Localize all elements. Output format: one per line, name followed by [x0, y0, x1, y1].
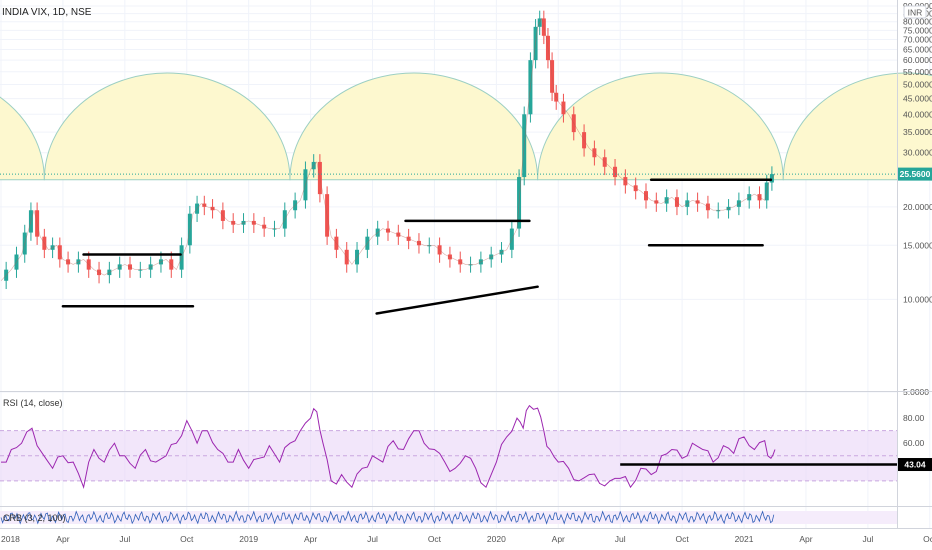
trend-line[interactable]	[375, 285, 539, 315]
cycle-arc	[782, 72, 932, 181]
cycle-arc	[43, 72, 291, 181]
cycle-arc	[289, 72, 539, 181]
time-tick-label: Oct	[180, 534, 194, 544]
oscillator-series	[0, 510, 775, 525]
rsi-value-tag: 43.04	[898, 458, 932, 472]
rsi-title: RSI (14, close)	[3, 398, 63, 408]
rsi-pane[interactable]: RSI (14, close)	[0, 398, 897, 490]
cycle-arcs	[0, 72, 932, 181]
cycle-arc	[0, 96, 45, 181]
time-tick-label: 2018	[1, 534, 20, 544]
last-price-value: 25.5600	[900, 169, 931, 179]
price-tick-label: 80.0000	[903, 17, 932, 27]
price-tick-label: 75.0000	[903, 25, 932, 35]
time-tick-label: 2019	[239, 534, 258, 544]
price-tick-label: 15.0000	[903, 240, 932, 250]
price-tick-label: 55.0000	[903, 67, 932, 77]
price-series	[0, 10, 776, 290]
rsi-series	[1, 404, 776, 490]
time-axis[interactable]: 2018 Apr Jul Oct 2019 Apr Jul Oct 2020 Apr Jul Oct 2…	[1, 534, 932, 544]
currency-button-box	[903, 5, 927, 19]
oscillator-band	[0, 511, 897, 524]
symbol-title: INDIA VIX, 1D, NSE	[2, 7, 92, 18]
time-tick-label: 2021	[735, 534, 754, 544]
price-tick-label: 40.0000	[903, 109, 932, 119]
price-tick-label: 70.0000	[903, 35, 932, 45]
price-tick-label: 10.0000	[903, 294, 932, 304]
last-price-tag: 25.5600	[898, 167, 932, 181]
price-tick-label: 35.0000	[903, 127, 932, 137]
currency-button[interactable]: INR	[903, 5, 927, 19]
price-tick-label: 65.0000	[903, 44, 932, 54]
oscillator-pane[interactable]: CRB (3, 2, 100)	[0, 510, 897, 525]
rsi-value: 43.04	[904, 460, 926, 470]
price-candle	[716, 210, 721, 212]
time-tick-label: Apr	[304, 534, 317, 544]
price-tick-label: 50.0000	[903, 79, 932, 89]
time-tick-label: Apr	[552, 534, 565, 544]
time-tick-label: Jul	[615, 534, 626, 544]
time-tick-label: Jul	[862, 534, 873, 544]
rsi-value-tag-box	[898, 458, 932, 472]
oscillator-title: CRB (3, 2, 100)	[3, 513, 66, 523]
rsi-axis[interactable]: 80.00 60.00	[903, 413, 925, 448]
cycle-arc	[537, 72, 784, 181]
price-candle	[272, 228, 277, 230]
currency-button-label: INR	[908, 8, 923, 18]
time-tick-label: 2020	[487, 534, 506, 544]
time-tick-label: Oct	[676, 534, 690, 544]
time-tick-label: Apr	[56, 534, 69, 544]
price-candle	[138, 269, 143, 271]
last-price-tag-box	[898, 167, 932, 181]
rsi-tick-label: 60.00	[903, 438, 925, 448]
time-tick-label: Jul	[367, 534, 378, 544]
time-tick-label: Apr	[799, 534, 812, 544]
rsi-tick-label: 80.00	[903, 413, 925, 423]
price-candle	[468, 264, 473, 266]
time-tick-label: Jul	[119, 534, 130, 544]
price-tick-label: 60.0000	[903, 55, 932, 65]
time-tick-label: Oct	[923, 534, 932, 544]
price-tick-label: 45.0000	[903, 94, 932, 104]
price-line	[0, 17, 776, 282]
time-tick-label: Oct	[428, 534, 442, 544]
price-tick-label: 30.0000	[903, 148, 932, 158]
trend-lines[interactable]	[61, 178, 773, 315]
price-tick-label: 20.0000	[903, 202, 932, 212]
price-candle	[427, 245, 432, 247]
